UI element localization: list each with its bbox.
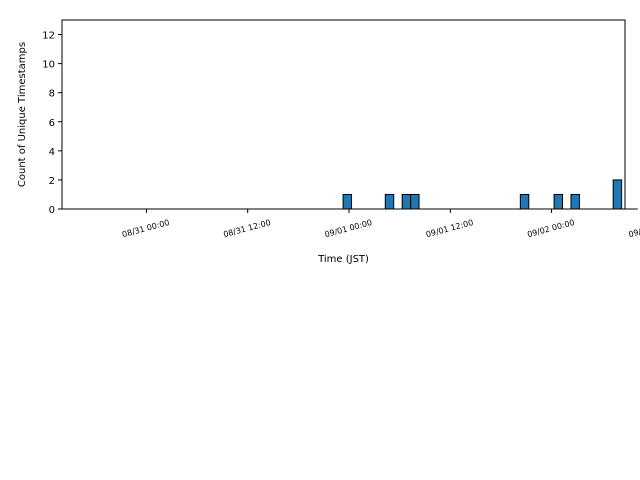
histogram-bar-6 (570, 193, 580, 210)
histogram-bar-2 (401, 193, 412, 210)
histogram-bar-5 (553, 193, 564, 210)
x-tick-label: 09/02 12:00 (628, 218, 640, 239)
x-axis-label: Time (JST) (317, 254, 369, 265)
x-tick-label: 08/31 00:00 (121, 218, 170, 239)
y-tick-label: 6 (49, 118, 55, 129)
y-tick-label: 2 (49, 176, 55, 187)
y-tick-label: 4 (49, 147, 55, 158)
histogram-bar-0 (342, 193, 353, 210)
x-tick-label: 09/01 12:00 (425, 218, 474, 239)
plot-area-frame (61, 19, 626, 210)
x-tick-label: 09/02 00:00 (526, 218, 575, 239)
histogram-bar-7 (612, 179, 623, 210)
y-tick-label: 8 (49, 89, 55, 100)
y-tick-label: 12 (42, 31, 55, 42)
x-tick-label: 08/31 12:00 (222, 218, 271, 239)
y-tick-label: 10 (42, 60, 55, 71)
histogram-bar-3 (410, 193, 420, 210)
y-tick-label: 0 (49, 205, 55, 216)
y-axis-label: Count of Unique Timestamps (17, 42, 28, 187)
x-axis: 08/31 00:00 08/31 12:00 09/01 00:00 09/01 1… (121, 209, 640, 239)
histogram-bar-1 (384, 193, 395, 210)
y-axis: 0 2 4 6 8 10 12 (42, 31, 62, 216)
x-tick-label: 09/01 00:00 (324, 218, 373, 239)
bars-group (342, 179, 623, 210)
histogram-bar-4 (519, 193, 530, 210)
